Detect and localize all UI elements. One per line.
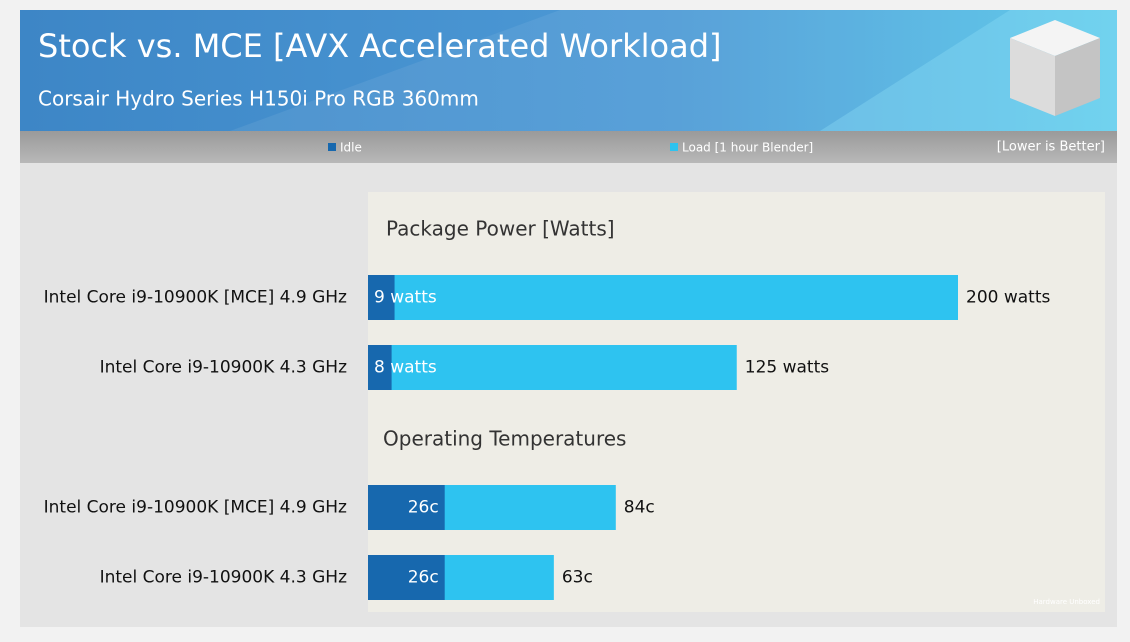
- value-label: 26c: [408, 498, 439, 518]
- category-label: Intel Core i9-10900K [MCE] 4.9 GHz: [44, 498, 347, 518]
- value-label: 125 watts: [745, 358, 830, 378]
- title: Stock vs. MCE [AVX Accelerated Workload]: [38, 27, 722, 65]
- plot-area: [368, 192, 1105, 612]
- value-label: 26c: [408, 568, 439, 588]
- category-label: Intel Core i9-10900K [MCE] 4.9 GHz: [44, 288, 347, 308]
- bar: [368, 275, 958, 320]
- category-label: Intel Core i9-10900K 4.3 GHz: [100, 568, 347, 588]
- legend-label: Idle: [340, 141, 362, 155]
- bar: [368, 345, 392, 390]
- value-label: 8 watts: [374, 358, 437, 378]
- logo-cube: [1010, 20, 1100, 116]
- section-title: Package Power [Watts]: [386, 217, 615, 241]
- bar: [368, 555, 445, 600]
- legend-bar: [20, 131, 1117, 163]
- watermark: Hardware Unboxed: [1033, 598, 1100, 606]
- section-title: Operating Temperatures: [383, 427, 626, 451]
- value-label: 200 watts: [966, 288, 1051, 308]
- legend-swatch: [328, 143, 336, 151]
- category-label: Intel Core i9-10900K 4.3 GHz: [100, 358, 347, 378]
- subtitle: Corsair Hydro Series H150i Pro RGB 360mm: [38, 87, 479, 111]
- value-label: 84c: [624, 498, 655, 518]
- value-label: 9 watts: [374, 288, 437, 308]
- legend-swatch: [670, 143, 678, 151]
- value-label: 63c: [562, 568, 593, 588]
- note: [Lower is Better]: [997, 140, 1105, 155]
- bar: [368, 275, 395, 320]
- bar: [368, 485, 445, 530]
- legend-label: Load [1 hour Blender]: [682, 141, 813, 155]
- header-shape: [230, 10, 1117, 131]
- bar: [368, 345, 737, 390]
- header-banner: [20, 10, 1117, 131]
